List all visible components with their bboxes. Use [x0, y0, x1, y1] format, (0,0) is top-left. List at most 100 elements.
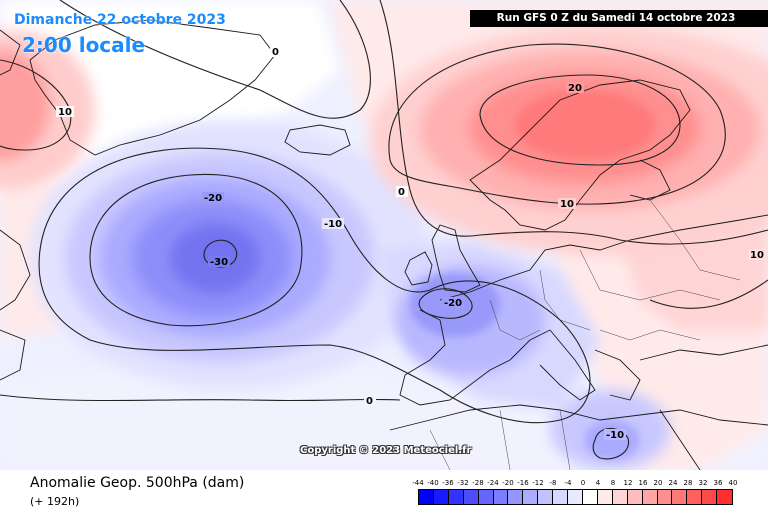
contour-labels: 0 10 -20 -30 -10 0 20 10 10 -20 0 -10: [56, 46, 766, 441]
canada-arctic-coast: [0, 29, 21, 76]
iceland-coast: [284, 124, 351, 156]
color-scale-label: 0: [580, 479, 586, 487]
border-morocco: [429, 429, 451, 470]
contour-minus20: [89, 173, 303, 327]
color-scale-label: -36: [442, 479, 454, 487]
color-scale-cell: [582, 490, 598, 504]
north-europe-coast: [439, 214, 768, 301]
color-scale-label: 36: [713, 479, 723, 487]
contour-label-minus10-eastmed: -10: [606, 430, 624, 441]
border-algeria: [499, 409, 511, 470]
color-scale-cell: [642, 490, 658, 504]
contour-label-0: 0: [272, 47, 279, 58]
color-scale-label: 24: [668, 479, 678, 487]
border-poland: [579, 249, 721, 301]
color-scale-label: -40: [427, 479, 439, 487]
balkans-coast: [594, 349, 641, 401]
color-scale-cell: [419, 490, 434, 504]
color-scale-cell: [657, 490, 673, 504]
contour-0-north-sea: [379, 0, 768, 245]
italy-coast: [509, 329, 596, 401]
color-scale-label: 28: [683, 479, 693, 487]
contour-label-10: 10: [58, 107, 72, 118]
contour-minus20-france: [418, 288, 473, 319]
anomaly-map: 0 10 -20 -30 -10 0 20 10 10 -20 0 -10: [0, 0, 768, 470]
color-scale: -44 -40 -36 -32 -28 -24 -20 -16 -12 -8 -4 0 4 8 12 16 20…: [412, 479, 748, 509]
color-scale-cell: [597, 490, 613, 504]
color-scale-cell: [627, 490, 643, 504]
copyright-text: Copyright © 2023 Meteociel.fr: [300, 445, 472, 456]
contour-minus10-eastmed: [592, 427, 630, 460]
color-scale-label: 12: [623, 479, 633, 487]
color-scale-label: -8: [549, 479, 557, 487]
contour-10-east: [649, 279, 768, 309]
contour-label-minus20: -20: [204, 193, 222, 204]
north-africa-coast: [389, 404, 768, 431]
color-scale-cell: [702, 490, 718, 504]
contour-10-scandinavia: [388, 43, 726, 205]
great-britain-coast: [431, 224, 481, 293]
color-scale-cell: [687, 490, 703, 504]
color-scale-label: 16: [638, 479, 648, 487]
ireland-coast: [404, 251, 433, 286]
levant-coast: [659, 409, 701, 470]
finland-gulf-coast: [629, 159, 671, 201]
color-scale-label: 32: [698, 479, 708, 487]
forecast-local-time: 2:00 locale: [22, 33, 146, 57]
color-scale-cell: [568, 490, 583, 504]
contour-minus30: [203, 239, 238, 268]
color-scale-cell: [672, 490, 688, 504]
forecast-date: Dimanche 22 octobre 2023: [14, 12, 226, 28]
contour-label-10-east: 10: [750, 250, 764, 261]
color-scale-cell: [508, 490, 524, 504]
contour-label-20: 20: [568, 83, 582, 94]
color-scale-label: -20: [502, 479, 514, 487]
color-scale-label: -4: [564, 479, 572, 487]
contour-10-canada: [0, 59, 72, 151]
lead-time: (+ 192h): [30, 495, 80, 508]
color-scale-label: -44: [412, 479, 424, 487]
isohypse-contours: [0, 0, 768, 460]
color-scale-label: -32: [457, 479, 469, 487]
scandinavia-coast: [469, 79, 691, 231]
border-balkans: [599, 329, 701, 341]
color-scale-cell: [493, 490, 509, 504]
labrador-coast: [0, 229, 31, 311]
contour-20-scandinavia: [479, 74, 681, 166]
border-germany: [539, 269, 591, 331]
color-scale-label: 8: [610, 479, 616, 487]
contour-label-0-africa: 0: [366, 396, 373, 407]
border-france: [489, 299, 541, 341]
contour-0-north: [59, 0, 371, 119]
border-russia: [649, 199, 741, 281]
contour-label-10-baltic: 10: [560, 199, 574, 210]
color-scale-label: -12: [532, 479, 544, 487]
black-sea-coast: [639, 344, 768, 361]
color-scale-label: 20: [653, 479, 663, 487]
color-scale-label: -24: [487, 479, 499, 487]
anomaly-shading: [0, 0, 768, 470]
contour-label-minus30: -30: [210, 257, 228, 268]
color-scale-bar: [418, 489, 733, 505]
color-scale-label: -28: [472, 479, 484, 487]
field-title: Anomalie Geop. 500hPa (dam): [30, 475, 245, 491]
coastlines: [0, 19, 768, 470]
contour-0-south: [0, 394, 401, 402]
color-scale-cell: [553, 490, 569, 504]
contour-label-minus20-france: -20: [444, 298, 462, 309]
iberia-coast: [399, 309, 511, 406]
color-scale-cell: [448, 490, 464, 504]
country-borders: [429, 199, 741, 470]
contour-label-0-north-sea: 0: [398, 187, 405, 198]
color-scale-cell: [612, 490, 628, 504]
color-scale-label: 40: [728, 479, 738, 487]
contour-minus10: [38, 147, 591, 424]
legend-panel: Anomalie Geop. 500hPa (dam) (+ 192h) -44…: [0, 470, 768, 512]
model-run-banner: Run GFS 0 Z du Samedi 14 octobre 2023: [470, 10, 768, 27]
color-scale-cell: [478, 490, 494, 504]
color-scale-cell: [433, 490, 449, 504]
color-scale-label: -16: [517, 479, 529, 487]
newfoundland-coast: [0, 329, 26, 381]
color-scale-cell: [463, 490, 479, 504]
